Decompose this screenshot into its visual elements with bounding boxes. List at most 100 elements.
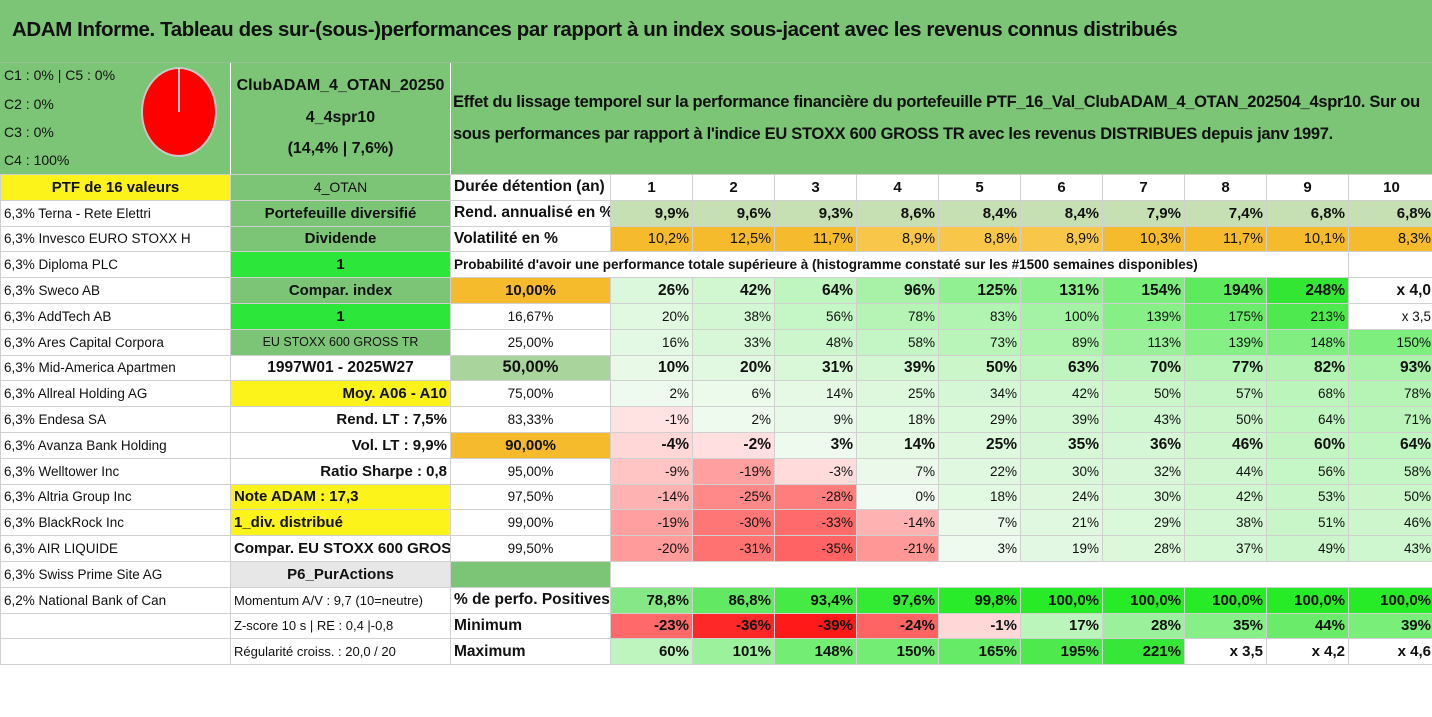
min-value: 44% bbox=[1266, 612, 1349, 640]
quantile-value: -14% bbox=[856, 509, 939, 537]
allocation-pie-chart bbox=[141, 67, 217, 157]
info-cell: Dividende bbox=[230, 225, 451, 253]
quantile-value: 48% bbox=[774, 328, 857, 356]
rend-value: 6,8% bbox=[1266, 199, 1349, 227]
quantile-value: 154% bbox=[1102, 277, 1185, 304]
quantile-value: 64% bbox=[774, 277, 857, 304]
min-value: -1% bbox=[938, 612, 1021, 640]
description-line2: sous performances par rapport à l'indice… bbox=[453, 125, 1333, 143]
rend-label: Rend. annualisé en % bbox=[450, 199, 611, 227]
report-title: ADAM Informe. Tableau des sur-(sous-)per… bbox=[12, 18, 1178, 41]
info-cell: Régularité croiss. : 20,0 / 20 bbox=[230, 638, 451, 666]
table-row: 6,3% BlackRock Inc 1_div. distribué 99,00%… bbox=[0, 509, 1432, 537]
vol-value: 11,7% bbox=[774, 225, 857, 253]
quantile-value: 43% bbox=[1102, 406, 1185, 433]
holding-name: 6,3% Ares Capital Corpora bbox=[0, 328, 231, 356]
info-cell: 1_div. distribué bbox=[230, 509, 451, 537]
quantile-value: 24% bbox=[1020, 483, 1103, 511]
table-row: 6,3% Ares Capital Corpora EU STOXX 600 GR… bbox=[0, 328, 1432, 356]
quantile-value: 58% bbox=[856, 328, 939, 356]
info-cell: Compar. EU STOXX 600 GROSS TR bbox=[230, 535, 451, 562]
quantile-label: 83,33% bbox=[450, 406, 611, 433]
table-row: 6,3% Diploma PLC 1 Probabilité d'avoir une… bbox=[0, 251, 1432, 279]
info-cell: Compar. index bbox=[230, 277, 451, 304]
performance-table: PTF de 16 valeurs 4_OTAN Durée détention (… bbox=[0, 174, 1432, 666]
table-row: 6,3% Mid-America Apartmen 1997W01 - 2025W… bbox=[0, 354, 1432, 382]
quantile-value: 194% bbox=[1184, 277, 1267, 304]
pos-label: % de perfo. Positives bbox=[450, 586, 611, 614]
quantile-value: -20% bbox=[610, 535, 693, 562]
quantile-value: 29% bbox=[938, 406, 1021, 433]
year-header: 10 bbox=[1348, 174, 1432, 201]
holding-name: 6,3% Altria Group Inc bbox=[0, 483, 231, 511]
fund-name-line2: 4_4spr10 bbox=[305, 109, 376, 126]
quantile-value: 213% bbox=[1266, 302, 1349, 330]
quantile-value: 36% bbox=[1102, 431, 1185, 459]
empty-cell bbox=[693, 561, 775, 587]
quantile-label: 75,00% bbox=[450, 380, 611, 408]
quantile-value: 56% bbox=[774, 302, 857, 330]
empty-holding bbox=[0, 638, 231, 666]
info-cell: Rend. LT : 7,5% bbox=[230, 406, 451, 433]
quantile-value: 64% bbox=[1266, 406, 1349, 433]
quantile-value: 35% bbox=[1020, 431, 1103, 459]
pos-value: 100,0% bbox=[1184, 586, 1267, 614]
holding-name: 6,3% AIR LIQUIDE bbox=[0, 535, 231, 562]
pos-value: 86,8% bbox=[692, 586, 775, 614]
quantile-value: 20% bbox=[610, 302, 693, 330]
quantile-value: 77% bbox=[1184, 354, 1267, 382]
quantile-value: 28% bbox=[1102, 535, 1185, 562]
quantile-value: 37% bbox=[1184, 535, 1267, 562]
quantile-value: 30% bbox=[1020, 457, 1103, 485]
holding-name: 6,3% Sweco AB bbox=[0, 277, 231, 304]
quantile-value: 44% bbox=[1184, 457, 1267, 485]
quantile-value: 50% bbox=[938, 354, 1021, 382]
quantile-value: 139% bbox=[1184, 328, 1267, 356]
quantile-value: 150% bbox=[1348, 328, 1432, 356]
ptf-size-label: PTF de 16 valeurs bbox=[0, 174, 231, 201]
table-row: 6,3% Avanza Bank Holding Vol. LT : 9,9% 90… bbox=[0, 431, 1432, 459]
min-value: -36% bbox=[692, 612, 775, 640]
vol-value: 8,9% bbox=[1020, 225, 1103, 253]
quantile-value: 53% bbox=[1266, 483, 1349, 511]
min-value: 28% bbox=[1102, 612, 1185, 640]
quantile-value: -4% bbox=[610, 431, 693, 459]
quantile-value: 29% bbox=[1102, 509, 1185, 537]
empty-cell bbox=[1021, 561, 1103, 587]
quantile-value: 78% bbox=[1348, 380, 1432, 408]
description-cell: Effet du lissage temporel sur la perform… bbox=[451, 63, 1432, 174]
holding-name: 6,3% Diploma PLC bbox=[0, 251, 231, 279]
table-row: PTF de 16 valeurs 4_OTAN Durée détention (… bbox=[0, 174, 1432, 201]
quantile-value: 96% bbox=[856, 277, 939, 304]
empty-cell bbox=[857, 561, 939, 587]
min-value: -39% bbox=[774, 612, 857, 640]
min-value: 39% bbox=[1348, 612, 1432, 640]
quantile-value: 16% bbox=[610, 328, 693, 356]
max-value: x 3,5 bbox=[1184, 638, 1267, 666]
quantile-value: 175% bbox=[1184, 302, 1267, 330]
vol-label: Volatilité en % bbox=[450, 225, 611, 253]
table-row: 6,2% National Bank of Can Momentum A/V : … bbox=[0, 586, 1432, 614]
quantile-value: 43% bbox=[1348, 535, 1432, 562]
allocation-cell: C1 : 0% | C5 : 0% C2 : 0% C3 : 0% C4 : 1… bbox=[0, 63, 231, 174]
year-header: 6 bbox=[1020, 174, 1103, 201]
quantile-label: 10,00% bbox=[450, 277, 611, 304]
quantile-value: 14% bbox=[774, 380, 857, 408]
probability-title: Probabilité d'avoir une performance tota… bbox=[450, 251, 1349, 279]
quantile-value: 56% bbox=[1266, 457, 1349, 485]
holding-name: 6,3% AddTech AB bbox=[0, 302, 231, 330]
empty-cell bbox=[1185, 561, 1267, 587]
quantile-value: 2% bbox=[692, 406, 775, 433]
pos-value: 100,0% bbox=[1020, 586, 1103, 614]
empty-cell bbox=[1348, 251, 1432, 279]
quantile-value: x 3,5 bbox=[1348, 302, 1432, 330]
quantile-value: 42% bbox=[1184, 483, 1267, 511]
holding-name: 6,3% Welltower Inc bbox=[0, 457, 231, 485]
quantile-value: 6% bbox=[692, 380, 775, 408]
pos-value: 93,4% bbox=[774, 586, 857, 614]
quantile-value: 139% bbox=[1102, 302, 1185, 330]
quantile-value: 25% bbox=[856, 380, 939, 408]
rend-value: 8,4% bbox=[1020, 199, 1103, 227]
quantile-value: -35% bbox=[774, 535, 857, 562]
quantile-value: 46% bbox=[1184, 431, 1267, 459]
